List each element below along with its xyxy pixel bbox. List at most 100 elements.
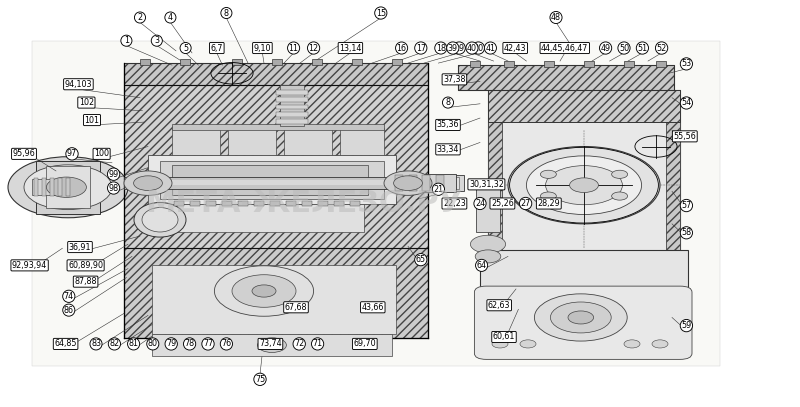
FancyBboxPatch shape xyxy=(476,183,500,232)
Text: 15: 15 xyxy=(376,9,386,18)
Text: 6,7: 6,7 xyxy=(210,44,223,53)
FancyBboxPatch shape xyxy=(190,201,200,206)
Text: 76: 76 xyxy=(222,339,231,348)
FancyBboxPatch shape xyxy=(488,90,680,122)
FancyBboxPatch shape xyxy=(419,177,459,189)
Text: 60,61: 60,61 xyxy=(493,333,515,341)
FancyBboxPatch shape xyxy=(124,180,432,185)
Text: 59: 59 xyxy=(682,321,691,330)
FancyBboxPatch shape xyxy=(302,201,312,206)
Text: 1: 1 xyxy=(124,36,129,45)
Circle shape xyxy=(394,176,422,190)
Text: 77: 77 xyxy=(203,339,213,348)
FancyBboxPatch shape xyxy=(422,175,430,191)
FancyBboxPatch shape xyxy=(352,59,362,65)
FancyBboxPatch shape xyxy=(474,286,692,359)
Text: 12: 12 xyxy=(309,44,318,53)
Ellipse shape xyxy=(142,208,178,232)
Text: 79: 79 xyxy=(166,339,176,348)
FancyBboxPatch shape xyxy=(32,179,76,195)
FancyBboxPatch shape xyxy=(270,201,280,206)
FancyBboxPatch shape xyxy=(50,178,54,196)
FancyBboxPatch shape xyxy=(34,178,38,196)
FancyBboxPatch shape xyxy=(222,201,232,206)
Text: 62,63: 62,63 xyxy=(488,301,510,310)
Text: 72: 72 xyxy=(294,339,304,348)
FancyBboxPatch shape xyxy=(124,248,428,338)
Text: 69,70: 69,70 xyxy=(354,339,376,348)
FancyBboxPatch shape xyxy=(458,65,674,90)
Text: 51: 51 xyxy=(638,44,647,53)
Text: 55,56: 55,56 xyxy=(674,132,696,141)
FancyBboxPatch shape xyxy=(238,201,248,206)
Text: 65: 65 xyxy=(416,255,426,264)
FancyBboxPatch shape xyxy=(172,128,220,155)
Text: 80: 80 xyxy=(148,339,158,348)
Text: 5: 5 xyxy=(183,44,188,53)
Text: 13,14: 13,14 xyxy=(339,44,362,53)
Text: 21: 21 xyxy=(434,185,443,194)
Text: 101: 101 xyxy=(85,116,99,125)
Text: 24: 24 xyxy=(475,199,485,208)
Circle shape xyxy=(546,166,622,205)
FancyBboxPatch shape xyxy=(480,250,688,356)
Circle shape xyxy=(24,165,112,210)
Text: 9,10: 9,10 xyxy=(254,44,271,53)
Text: 8: 8 xyxy=(446,98,450,107)
Text: 22,23: 22,23 xyxy=(443,199,466,208)
Text: 75: 75 xyxy=(255,375,265,384)
Text: 53: 53 xyxy=(682,59,691,68)
FancyBboxPatch shape xyxy=(409,175,417,191)
Text: 42,43: 42,43 xyxy=(504,44,526,53)
FancyBboxPatch shape xyxy=(272,59,282,65)
FancyBboxPatch shape xyxy=(172,165,368,195)
FancyBboxPatch shape xyxy=(152,265,396,334)
Text: 18: 18 xyxy=(436,44,446,53)
FancyBboxPatch shape xyxy=(66,178,70,196)
FancyBboxPatch shape xyxy=(276,119,308,124)
FancyBboxPatch shape xyxy=(232,59,242,65)
FancyBboxPatch shape xyxy=(140,59,150,65)
Text: 67,68: 67,68 xyxy=(285,303,307,312)
Text: 64,85: 64,85 xyxy=(54,339,77,348)
Circle shape xyxy=(508,147,660,224)
Circle shape xyxy=(550,302,611,333)
Text: 39: 39 xyxy=(448,44,458,53)
FancyBboxPatch shape xyxy=(280,85,304,126)
FancyBboxPatch shape xyxy=(124,177,432,189)
Text: 73,74: 73,74 xyxy=(259,339,282,348)
FancyBboxPatch shape xyxy=(160,161,384,199)
FancyBboxPatch shape xyxy=(276,97,308,102)
Text: 86: 86 xyxy=(64,306,74,315)
FancyBboxPatch shape xyxy=(32,41,720,366)
Text: 40: 40 xyxy=(467,44,477,53)
Text: 99: 99 xyxy=(109,170,118,179)
Text: 74: 74 xyxy=(64,292,74,301)
FancyBboxPatch shape xyxy=(172,124,384,130)
Circle shape xyxy=(520,340,536,348)
FancyBboxPatch shape xyxy=(312,59,322,65)
Text: 50: 50 xyxy=(619,44,629,53)
Text: 33,34: 33,34 xyxy=(437,145,459,154)
FancyBboxPatch shape xyxy=(470,61,480,67)
FancyBboxPatch shape xyxy=(254,201,264,206)
Text: 3: 3 xyxy=(154,36,159,45)
Text: 52: 52 xyxy=(657,44,666,53)
FancyBboxPatch shape xyxy=(206,201,216,206)
Text: 25,26: 25,26 xyxy=(491,199,514,208)
Text: 82: 82 xyxy=(110,339,119,348)
FancyBboxPatch shape xyxy=(318,201,328,206)
FancyBboxPatch shape xyxy=(416,175,464,191)
Ellipse shape xyxy=(134,202,186,237)
Text: 8: 8 xyxy=(224,9,229,18)
Text: 19: 19 xyxy=(454,44,464,53)
FancyBboxPatch shape xyxy=(666,122,680,252)
FancyBboxPatch shape xyxy=(624,61,634,67)
Circle shape xyxy=(124,171,172,195)
Text: 37,38: 37,38 xyxy=(443,75,466,84)
FancyBboxPatch shape xyxy=(350,201,360,206)
FancyBboxPatch shape xyxy=(340,128,384,155)
FancyBboxPatch shape xyxy=(544,61,554,67)
Text: 97: 97 xyxy=(67,149,77,158)
Text: 60,89,90: 60,89,90 xyxy=(68,261,103,270)
